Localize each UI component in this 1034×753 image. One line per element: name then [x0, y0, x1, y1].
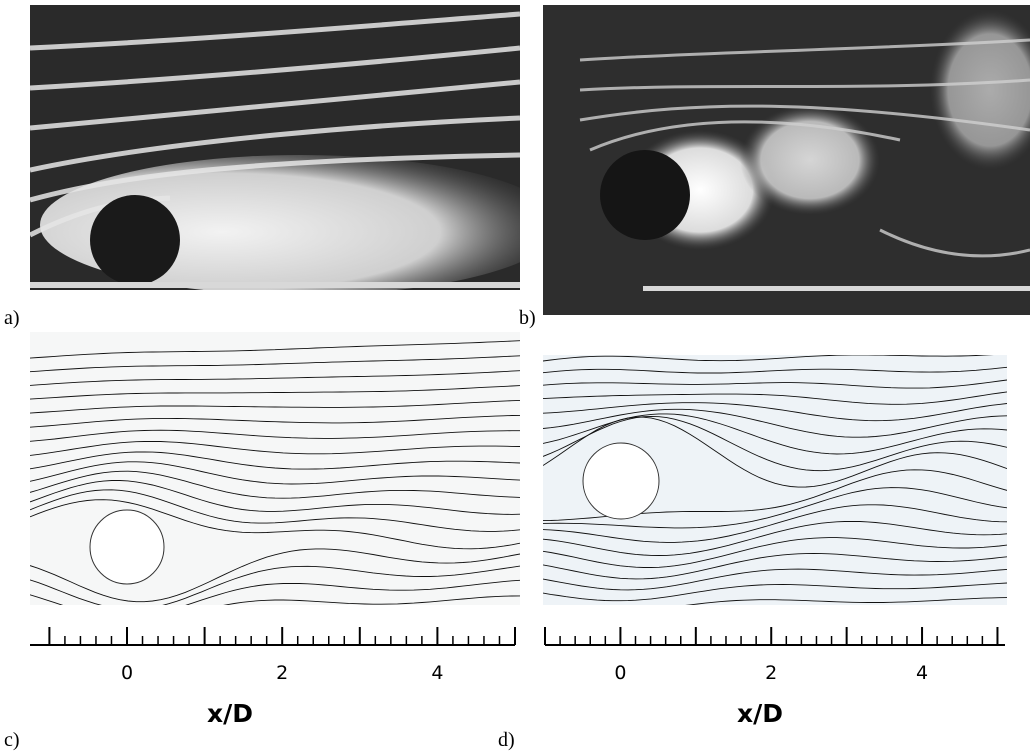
x-tick-label: 0 [121, 662, 133, 684]
streamline [30, 451, 520, 470]
x-tick-label: 0 [614, 662, 626, 684]
streamline [543, 553, 1007, 580]
streamline [543, 408, 1007, 438]
streamline [30, 385, 520, 400]
photo-a [30, 5, 520, 290]
panel-label: d) [498, 729, 515, 751]
streamline [543, 537, 1007, 568]
streamline [543, 416, 1007, 488]
streamline [543, 582, 1007, 602]
panel-label: b) [519, 307, 536, 329]
simulation-c [30, 332, 520, 605]
streamline [30, 548, 520, 603]
streamline [30, 440, 520, 456]
simulation-d [543, 355, 1007, 605]
x-axis-label: x/D [207, 699, 253, 728]
streamline [30, 499, 520, 550]
streamline [30, 399, 520, 414]
x-tick-label: 2 [276, 662, 288, 684]
streamline [543, 366, 1007, 374]
streamline [543, 402, 1007, 422]
streamline [30, 470, 520, 499]
streamline [543, 568, 1007, 591]
streamline [543, 520, 1007, 556]
streamline [30, 355, 520, 373]
streamline [543, 355, 994, 362]
streamline [30, 480, 520, 515]
streamline [30, 461, 520, 485]
streamline [223, 595, 520, 605]
panel-label: a) [4, 307, 20, 329]
streamline [685, 597, 1007, 605]
streamline [30, 370, 520, 386]
streamline [30, 340, 520, 359]
streamline [543, 415, 1007, 472]
streamline [543, 504, 1007, 543]
x-tick-label: 2 [765, 662, 777, 684]
x-tick-label: 4 [916, 662, 928, 684]
streamline [30, 429, 520, 442]
streamline [543, 487, 1007, 529]
streamline [30, 565, 520, 605]
streamline [30, 579, 520, 605]
streamline [30, 414, 520, 428]
streamline [30, 489, 520, 532]
x-axis-label: x/D [737, 699, 783, 728]
x-tick-label: 4 [431, 662, 443, 684]
streamline [543, 379, 1007, 389]
photo-b [543, 5, 1030, 315]
streamline [543, 391, 1007, 405]
panel-label: c) [4, 729, 20, 751]
